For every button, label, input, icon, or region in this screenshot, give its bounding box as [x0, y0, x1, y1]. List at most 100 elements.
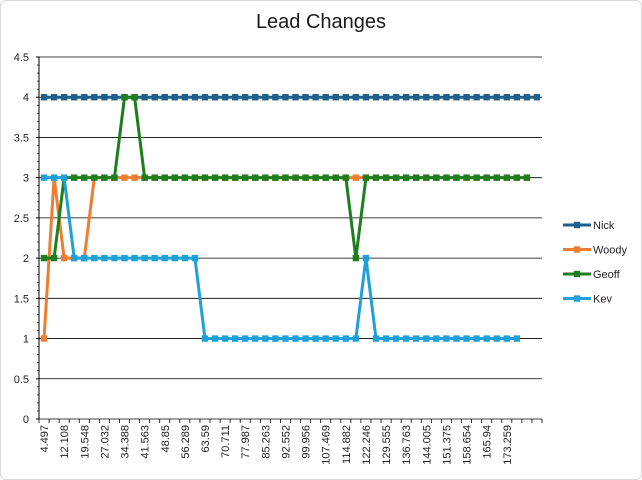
data-point: [332, 335, 339, 342]
data-point: [161, 254, 168, 262]
x-tick-label: 144.005: [421, 425, 433, 465]
y-tick-label: 3.5: [14, 132, 29, 144]
data-point: [493, 94, 500, 101]
chart-title: Lead Changes: [255, 11, 387, 33]
data-point: [302, 174, 309, 181]
x-tick-label: 19.548: [79, 425, 91, 459]
data-point: [211, 335, 219, 342]
data-point: [392, 174, 400, 181]
data-point: [242, 335, 249, 342]
data-point: [352, 174, 360, 181]
data-point: [242, 94, 249, 101]
legend-swatch-marker: [573, 246, 581, 253]
data-point: [121, 254, 128, 262]
data-point: [302, 94, 309, 101]
data-point: [191, 254, 199, 262]
data-point: [131, 174, 138, 181]
data-point: [40, 174, 48, 181]
data-point: [292, 335, 299, 342]
data-point: [131, 94, 138, 101]
data-point: [191, 174, 199, 181]
data-point: [81, 254, 88, 262]
data-point: [433, 335, 440, 342]
x-tick-label: 114.882: [341, 425, 353, 464]
data-point: [221, 94, 229, 101]
data-point: [312, 94, 319, 101]
data-point: [483, 174, 490, 181]
data-point: [211, 94, 219, 101]
data-point: [473, 94, 480, 101]
data-point: [392, 94, 400, 101]
data-point: [453, 174, 460, 181]
data-point: [221, 174, 229, 181]
x-tick-label: 85.263: [260, 425, 272, 459]
data-point: [60, 174, 68, 181]
data-point: [71, 254, 78, 262]
data-point: [121, 94, 128, 101]
data-point: [231, 174, 239, 181]
data-point: [352, 254, 360, 262]
data-point: [332, 174, 339, 181]
data-point: [503, 94, 510, 101]
data-point: [312, 174, 319, 181]
data-point: [181, 174, 189, 181]
data-point: [302, 335, 309, 342]
data-point: [282, 335, 289, 342]
data-point: [533, 94, 541, 101]
data-point: [453, 335, 460, 342]
y-tick-label: 1.5: [14, 293, 29, 305]
y-tick-label: 2: [23, 253, 29, 265]
data-point: [171, 94, 179, 101]
y-tick-label: 4: [23, 92, 29, 104]
x-tick-label: 107.469: [321, 425, 333, 465]
data-point: [342, 335, 350, 342]
data-point: [473, 335, 480, 342]
data-point: [81, 174, 88, 181]
x-tick-label: 92.552: [280, 425, 292, 459]
x-tick-label: 99.956: [301, 425, 313, 459]
data-point: [272, 335, 279, 342]
x-tick-label: 136.763: [401, 425, 413, 465]
data-point: [463, 174, 470, 181]
data-point: [443, 335, 450, 342]
data-point: [60, 94, 68, 101]
data-point: [151, 254, 158, 262]
y-tick-label: 0: [23, 414, 29, 426]
data-point: [91, 254, 98, 262]
data-point: [141, 94, 148, 101]
data-point: [231, 335, 239, 342]
data-point: [81, 94, 88, 101]
data-point: [493, 174, 500, 181]
data-point: [262, 174, 269, 181]
data-point: [91, 174, 98, 181]
legend: Nick Woody Geoff Kev: [563, 220, 628, 306]
data-point: [493, 335, 500, 342]
data-point: [473, 174, 480, 181]
data-point: [231, 94, 239, 101]
x-tick-label: 12.108: [59, 425, 71, 459]
data-point: [413, 174, 420, 181]
data-point: [111, 174, 118, 181]
x-tick-label: 122.246: [361, 425, 373, 465]
y-tick-label: 2.5: [14, 213, 29, 225]
legend-label: Nick: [593, 220, 615, 232]
data-point: [402, 174, 410, 181]
data-point: [382, 94, 390, 101]
data-point: [252, 174, 259, 181]
data-point: [292, 94, 299, 101]
gridlines: [39, 56, 542, 420]
data-point: [101, 254, 108, 262]
x-tick-label: 173.259: [502, 425, 514, 465]
data-point: [91, 94, 98, 101]
data-point: [382, 174, 390, 181]
legend-swatch-marker: [573, 295, 581, 302]
data-point: [523, 94, 531, 101]
data-point: [413, 335, 420, 342]
data-point: [221, 335, 229, 342]
series-nick: [40, 94, 541, 101]
legend-item-nick: Nick: [563, 220, 615, 232]
y-tick-label: 1: [23, 334, 29, 346]
data-point: [181, 94, 189, 101]
data-point: [463, 94, 470, 101]
data-point: [151, 94, 158, 101]
